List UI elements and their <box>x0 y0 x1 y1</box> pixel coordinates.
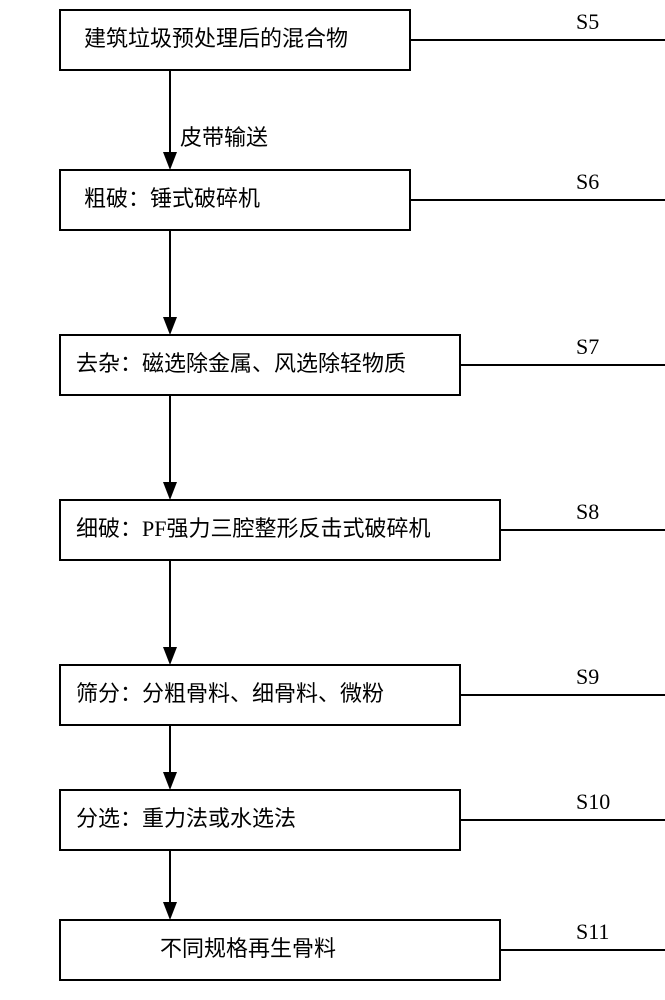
step-label: S5 <box>576 9 599 34</box>
flow-edge <box>163 395 177 500</box>
flow-edge <box>163 230 177 335</box>
flow-node: 细破：PF强力三腔整形反击式破碎机 S8 <box>60 499 665 560</box>
step-label: S10 <box>576 789 610 814</box>
arrow-head-icon <box>163 317 177 335</box>
arrow-head-icon <box>163 647 177 665</box>
flow-node-label: 细破：PF强力三腔整形反击式破碎机 <box>76 516 430 541</box>
flow-node-label: 不同规格再生骨料 <box>160 936 336 961</box>
arrow-head-icon <box>163 482 177 500</box>
flow-edge <box>163 560 177 665</box>
flow-edge <box>163 850 177 920</box>
flow-node: 建筑垃圾预处理后的混合物 S5 <box>60 9 665 70</box>
step-label: S11 <box>576 919 609 944</box>
step-label: S6 <box>576 169 599 194</box>
step-label: S8 <box>576 499 599 524</box>
flow-node: 去杂：磁选除金属、风选除轻物质 S7 <box>60 334 665 395</box>
step-label: S9 <box>576 664 599 689</box>
flow-edge-label: 皮带输送 <box>180 125 268 150</box>
flow-node: 筛分：分粗骨料、细骨料、微粉 S9 <box>60 664 665 725</box>
flow-node-label: 建筑垃圾预处理后的混合物 <box>84 26 348 51</box>
flow-edge <box>163 725 177 790</box>
flow-edge: 皮带输送 <box>163 70 268 170</box>
flowchart: 建筑垃圾预处理后的混合物 S5 粗破：锤式破碎机 S6 去杂：磁选除金属、风选除轻物质 S… <box>0 0 665 1000</box>
flow-node-label: 去杂：磁选除金属、风选除轻物质 <box>76 351 406 376</box>
flow-node: 分选：重力法或水选法 S10 <box>60 789 665 850</box>
flow-node-label: 筛分：分粗骨料、细骨料、微粉 <box>76 681 384 706</box>
flow-node-label: 分选：重力法或水选法 <box>76 806 296 831</box>
arrow-head-icon <box>163 902 177 920</box>
flow-node: 不同规格再生骨料 S11 <box>60 919 665 980</box>
step-label: S7 <box>576 334 599 359</box>
arrow-head-icon <box>163 152 177 170</box>
flow-node-label: 粗破：锤式破碎机 <box>84 186 260 211</box>
flow-node: 粗破：锤式破碎机 S6 <box>60 169 665 230</box>
arrow-head-icon <box>163 772 177 790</box>
